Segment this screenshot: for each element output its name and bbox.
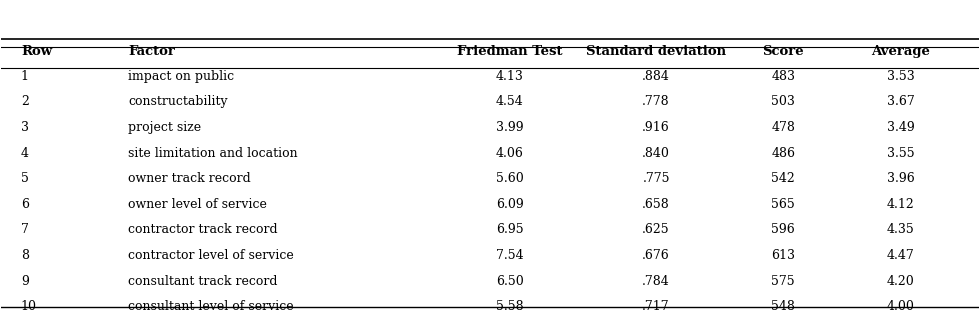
Text: 483: 483: [771, 70, 795, 83]
Text: owner level of service: owner level of service: [128, 198, 268, 211]
Text: owner track record: owner track record: [128, 172, 251, 185]
Text: .884: .884: [642, 70, 670, 83]
Text: consultant level of service: consultant level of service: [128, 300, 294, 313]
Text: 596: 596: [771, 223, 795, 236]
Text: 4: 4: [21, 147, 29, 160]
Text: 3.53: 3.53: [887, 70, 914, 83]
Text: 6.50: 6.50: [496, 275, 523, 288]
Text: .676: .676: [642, 249, 670, 262]
Text: 3.99: 3.99: [496, 121, 523, 134]
Text: .916: .916: [642, 121, 670, 134]
Text: 3.67: 3.67: [887, 95, 914, 108]
Text: 486: 486: [771, 147, 795, 160]
Text: 4.35: 4.35: [887, 223, 914, 236]
Text: 3: 3: [21, 121, 29, 134]
Text: 613: 613: [771, 249, 795, 262]
Text: 4.20: 4.20: [887, 275, 914, 288]
Text: 3.55: 3.55: [887, 147, 914, 160]
Text: 4.00: 4.00: [887, 300, 914, 313]
Text: 9: 9: [21, 275, 28, 288]
Text: 4.13: 4.13: [496, 70, 523, 83]
Text: 5.60: 5.60: [496, 172, 523, 185]
Text: 6.09: 6.09: [496, 198, 523, 211]
Text: 4.47: 4.47: [887, 249, 914, 262]
Text: 5: 5: [21, 172, 28, 185]
Text: 4.06: 4.06: [496, 147, 523, 160]
Text: 1: 1: [21, 70, 29, 83]
Text: 7.54: 7.54: [496, 249, 523, 262]
Text: .717: .717: [642, 300, 670, 313]
Text: 4.54: 4.54: [496, 95, 523, 108]
Text: project size: project size: [128, 121, 202, 134]
Text: 3.96: 3.96: [887, 172, 914, 185]
Text: consultant track record: consultant track record: [128, 275, 278, 288]
Text: site limitation and location: site limitation and location: [128, 147, 298, 160]
Text: 478: 478: [771, 121, 795, 134]
Text: .840: .840: [642, 147, 670, 160]
Text: .775: .775: [642, 172, 670, 185]
Text: 10: 10: [21, 300, 37, 313]
Text: .658: .658: [642, 198, 670, 211]
Text: contractor track record: contractor track record: [128, 223, 278, 236]
Text: 7: 7: [21, 223, 28, 236]
Text: Factor: Factor: [128, 45, 175, 58]
Text: 542: 542: [771, 172, 795, 185]
Text: .778: .778: [642, 95, 670, 108]
Text: 548: 548: [771, 300, 795, 313]
Text: .625: .625: [642, 223, 670, 236]
Text: contractor level of service: contractor level of service: [128, 249, 294, 262]
Text: 2: 2: [21, 95, 28, 108]
Text: Score: Score: [762, 45, 804, 58]
Text: Row: Row: [21, 45, 52, 58]
Text: 565: 565: [771, 198, 795, 211]
Text: 8: 8: [21, 249, 29, 262]
Text: impact on public: impact on public: [128, 70, 234, 83]
Text: 3.49: 3.49: [887, 121, 914, 134]
Text: 6.95: 6.95: [496, 223, 523, 236]
Text: .784: .784: [642, 275, 670, 288]
Text: 5.58: 5.58: [496, 300, 523, 313]
Text: constructability: constructability: [128, 95, 228, 108]
Text: Standard deviation: Standard deviation: [586, 45, 726, 58]
Text: 6: 6: [21, 198, 29, 211]
Text: Friedman Test: Friedman Test: [457, 45, 563, 58]
Text: Average: Average: [871, 45, 930, 58]
Text: 503: 503: [771, 95, 795, 108]
Text: 4.12: 4.12: [887, 198, 914, 211]
Text: 575: 575: [771, 275, 795, 288]
